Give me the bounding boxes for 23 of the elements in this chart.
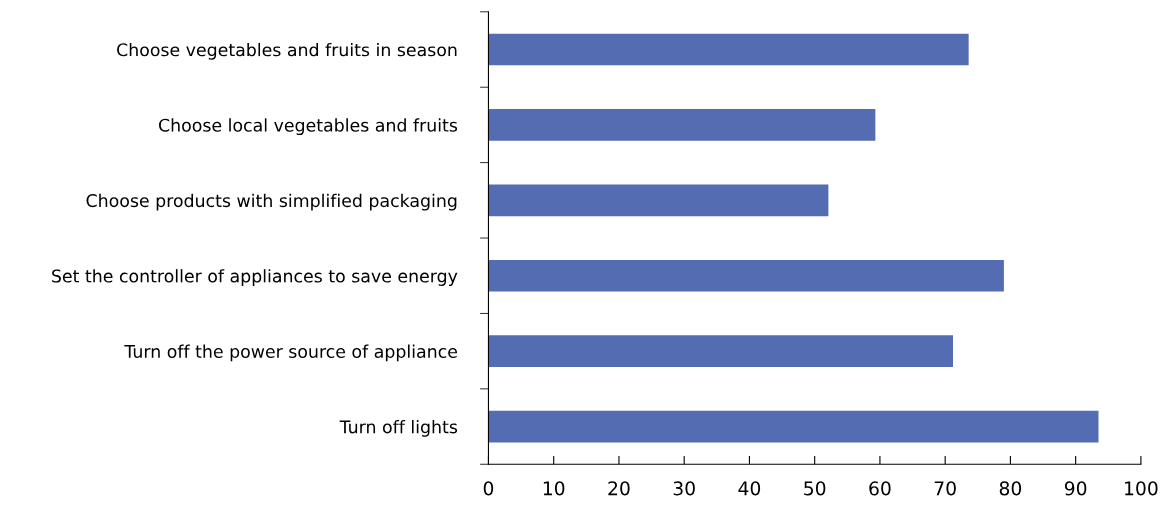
x-tick-label: 80 [999, 481, 1022, 496]
bar [488, 184, 829, 217]
x-tick-label: 70 [934, 481, 956, 496]
bar [488, 109, 876, 141]
x-tick-label: 40 [738, 481, 761, 496]
y-tick-label: Choose products with simplified packaging [86, 193, 457, 211]
y-tick-label: Choose local vegetables and fruits [158, 118, 458, 136]
x-tick-label: 60 [869, 481, 891, 496]
x-tick-label: 0 [483, 481, 494, 496]
y-tick-label: Choose vegetables and fruits in season [117, 42, 457, 60]
x-tick-label: 10 [543, 481, 565, 496]
bar [488, 33, 969, 66]
x-tick-label: 100 [1125, 481, 1158, 496]
bar [488, 259, 1004, 292]
x-tick-label: 20 [608, 481, 630, 496]
bar [488, 335, 953, 367]
x-tick-label: 90 [1064, 481, 1087, 496]
x-tick-label: 50 [804, 481, 826, 496]
y-tick-label: Turn off the power source of appliance [124, 344, 457, 362]
bar [488, 410, 1099, 443]
y-tick-label: Turn off lights [339, 419, 458, 437]
y-tick-label: Set the controller of appliances to save energy [52, 269, 458, 286]
x-tick-label: 30 [673, 481, 695, 496]
